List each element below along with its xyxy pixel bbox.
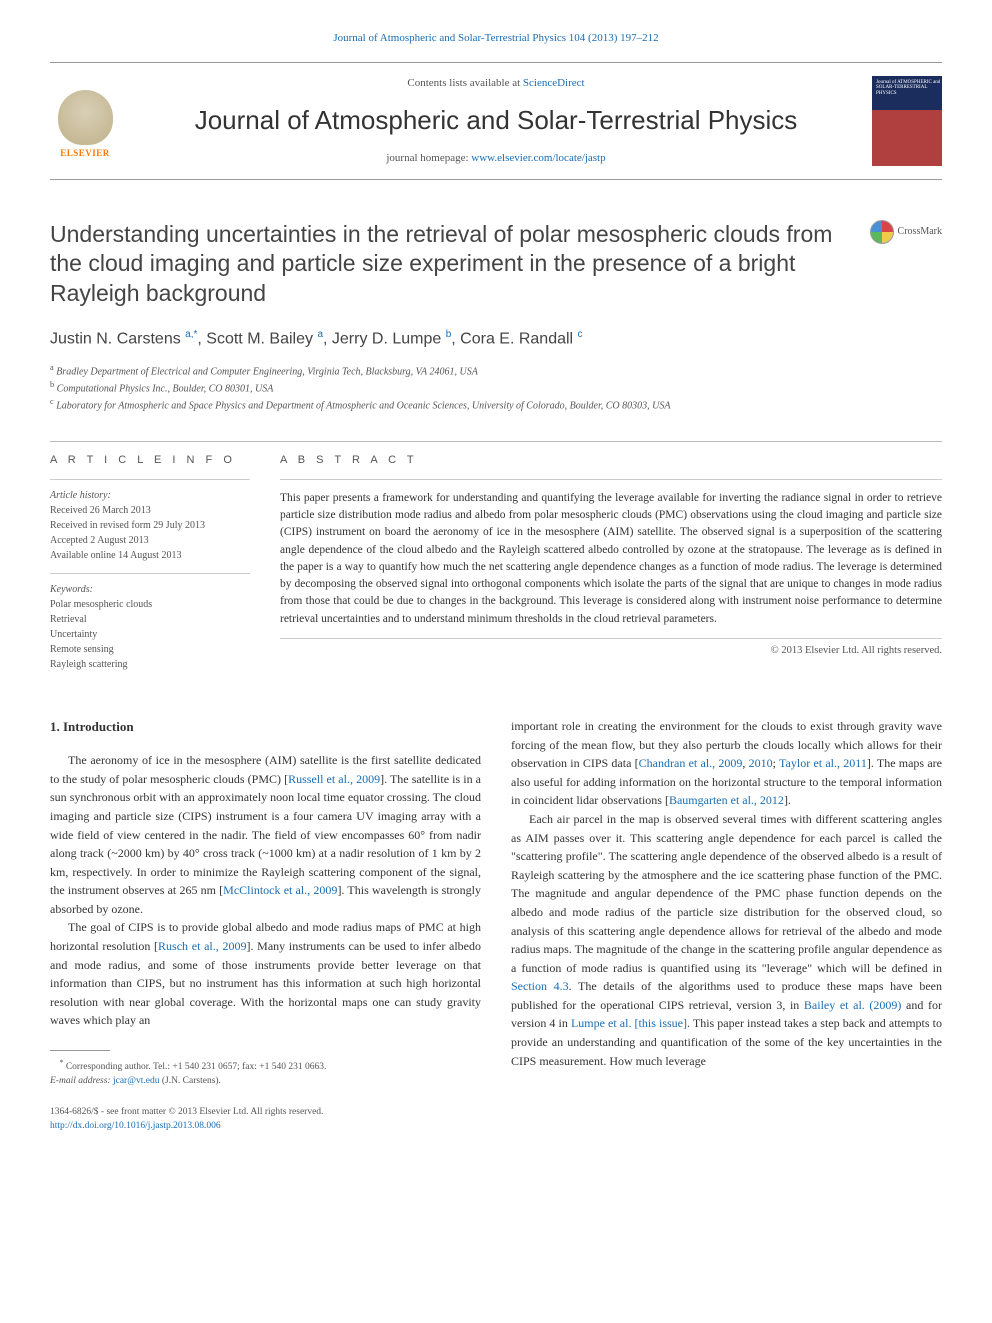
journal-cover-thumbnail[interactable]: Journal of ATMOSPHERIC and SOLAR-TERREST… bbox=[872, 76, 942, 166]
abstract-text: This paper presents a framework for unde… bbox=[280, 479, 942, 639]
affiliation-a: a Bradley Department of Electrical and C… bbox=[50, 362, 942, 379]
article-history: Article history: Received 26 March 2013 … bbox=[50, 479, 250, 563]
contents-prefix: Contents lists available at bbox=[407, 77, 522, 89]
section-1-heading: 1. Introduction bbox=[50, 717, 481, 737]
affiliation-c: c Laboratory for Atmospheric and Space P… bbox=[50, 396, 942, 413]
title-row: Understanding uncertainties in the retri… bbox=[50, 220, 942, 310]
affiliation-c-text: Laboratory for Atmospheric and Space Phy… bbox=[56, 400, 670, 411]
elsevier-logo[interactable]: ELSEVIER bbox=[50, 81, 120, 161]
article-info-row: A R T I C L E I N F O Article history: R… bbox=[50, 441, 942, 672]
affiliations: a Bradley Department of Electrical and C… bbox=[50, 362, 942, 414]
issn-line: 1364-6826/$ - see front matter © 2013 El… bbox=[50, 1105, 481, 1119]
homepage-line: journal homepage: www.elsevier.com/locat… bbox=[135, 150, 857, 167]
header-center: Contents lists available at ScienceDirec… bbox=[135, 75, 857, 167]
affiliation-a-text: Bradley Department of Electrical and Com… bbox=[56, 366, 478, 377]
article-info-left: A R T I C L E I N F O Article history: R… bbox=[50, 441, 250, 672]
citation-link[interactable]: Taylor et al., 2011 bbox=[779, 756, 867, 770]
crossmark-icon bbox=[870, 220, 894, 244]
citation-link[interactable]: Section 4.3 bbox=[511, 979, 569, 993]
history-label: Article history: bbox=[50, 488, 250, 503]
author-email-link[interactable]: jcar@vt.edu bbox=[113, 1076, 159, 1086]
keywords-list: Polar mesospheric cloudsRetrievalUncerta… bbox=[50, 597, 250, 672]
abstract-column: A B S T R A C T This paper presents a fr… bbox=[280, 442, 942, 672]
affiliation-b-text: Computational Physics Inc., Boulder, CO … bbox=[57, 383, 274, 394]
intro-paragraph-1: The aeronomy of ice in the mesosphere (A… bbox=[50, 751, 481, 918]
citation-link[interactable]: 2010 bbox=[749, 756, 773, 770]
crossmark-badge[interactable]: CrossMark bbox=[870, 220, 942, 244]
history-accepted: Accepted 2 August 2013 bbox=[50, 533, 250, 548]
intro-paragraph-3: important role in creating the environme… bbox=[511, 717, 942, 810]
keyword-item: Polar mesospheric clouds bbox=[50, 597, 250, 612]
journal-name: Journal of Atmospheric and Solar-Terrest… bbox=[135, 101, 857, 140]
history-revised: Received in revised form 29 July 2013 bbox=[50, 518, 250, 533]
journal-header: ELSEVIER Contents lists available at Sci… bbox=[50, 62, 942, 180]
corresponding-author-footnote: * Corresponding author. Tel.: +1 540 231… bbox=[50, 1057, 481, 1089]
history-received: Received 26 March 2013 bbox=[50, 503, 250, 518]
keyword-item: Rayleigh scattering bbox=[50, 657, 250, 672]
homepage-link[interactable]: www.elsevier.com/locate/jastp bbox=[471, 152, 605, 164]
citation-link[interactable]: Bailey et al. (2009) bbox=[804, 998, 902, 1012]
keyword-item: Uncertainty bbox=[50, 627, 250, 642]
keywords-block: Keywords: Polar mesospheric cloudsRetrie… bbox=[50, 573, 250, 672]
homepage-prefix: journal homepage: bbox=[386, 152, 471, 164]
sciencedirect-link[interactable]: ScienceDirect bbox=[523, 77, 585, 89]
abstract-header: A B S T R A C T bbox=[280, 442, 942, 479]
author-list: Justin N. Carstens a,*, Scott M. Bailey … bbox=[50, 327, 942, 351]
history-online: Available online 14 August 2013 bbox=[50, 548, 250, 563]
keyword-item: Remote sensing bbox=[50, 642, 250, 657]
keyword-item: Retrieval bbox=[50, 612, 250, 627]
email-suffix: (J.N. Carstens). bbox=[159, 1076, 220, 1086]
citation-link[interactable]: Chandran et al., 2009 bbox=[639, 756, 743, 770]
doi-link[interactable]: http://dx.doi.org/10.1016/j.jastp.2013.0… bbox=[50, 1121, 221, 1131]
elsevier-name: ELSEVIER bbox=[60, 147, 110, 161]
affiliation-b: b Computational Physics Inc., Boulder, C… bbox=[50, 379, 942, 396]
cover-text: Journal of ATMOSPHERIC and SOLAR-TERREST… bbox=[876, 80, 942, 97]
contents-line: Contents lists available at ScienceDirec… bbox=[135, 75, 857, 92]
body-columns: 1. Introduction The aeronomy of ice in t… bbox=[50, 717, 942, 1133]
citation-link[interactable]: Baumgarten et al., 2012 bbox=[669, 793, 784, 807]
front-matter-block: 1364-6826/$ - see front matter © 2013 El… bbox=[50, 1105, 481, 1134]
body-column-right: important role in creating the environme… bbox=[511, 717, 942, 1133]
abstract-copyright: © 2013 Elsevier Ltd. All rights reserved… bbox=[280, 643, 942, 659]
journal-citation[interactable]: Journal of Atmospheric and Solar-Terrest… bbox=[50, 30, 942, 47]
citation-link[interactable]: Rusch et al., 2009 bbox=[158, 939, 246, 953]
intro-paragraph-4: Each air parcel in the map is observed s… bbox=[511, 810, 942, 1070]
citation-link[interactable]: Lumpe et al. [this issue] bbox=[571, 1016, 687, 1030]
email-label: E-mail address: bbox=[50, 1076, 113, 1086]
citation-link[interactable]: McClintock et al., 2009 bbox=[223, 883, 337, 897]
corr-text: Corresponding author. Tel.: +1 540 231 0… bbox=[66, 1062, 327, 1072]
keywords-label: Keywords: bbox=[50, 582, 250, 597]
crossmark-label: CrossMark bbox=[898, 224, 942, 239]
body-column-left: 1. Introduction The aeronomy of ice in t… bbox=[50, 717, 481, 1133]
intro-paragraph-2: The goal of CIPS is to provide global al… bbox=[50, 918, 481, 1030]
article-info-header: A R T I C L E I N F O bbox=[50, 442, 250, 479]
elsevier-tree-icon bbox=[58, 90, 113, 145]
citation-link[interactable]: Russell et al., 2009 bbox=[288, 772, 380, 786]
article-title: Understanding uncertainties in the retri… bbox=[50, 220, 850, 310]
footnote-separator bbox=[50, 1050, 110, 1051]
